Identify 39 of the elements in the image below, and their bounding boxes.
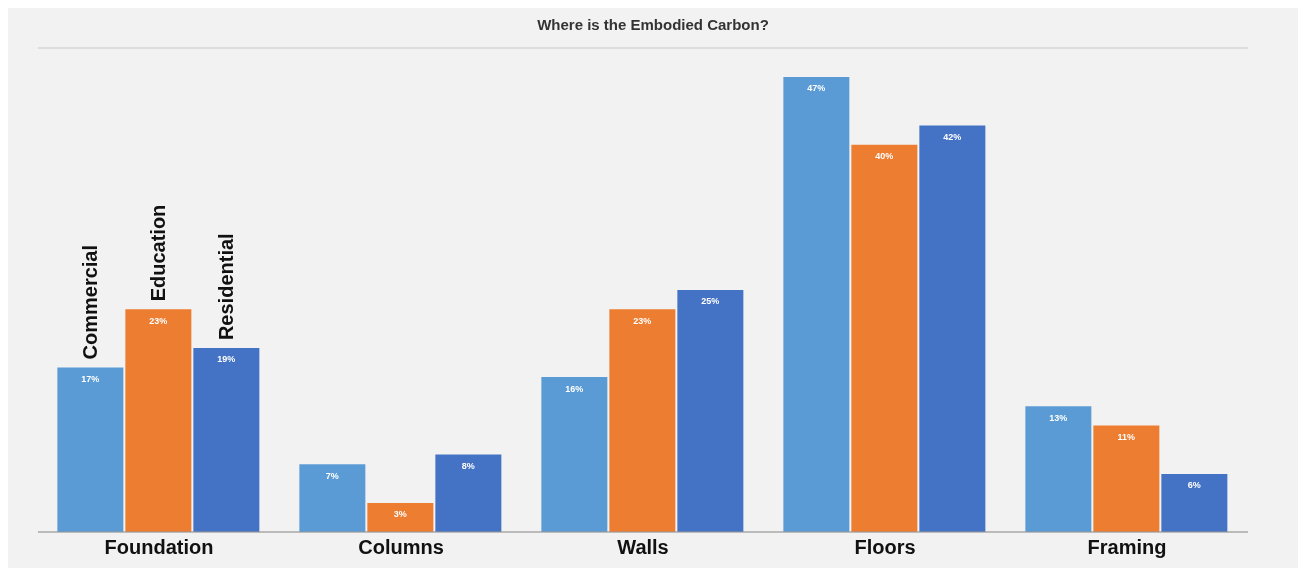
bar <box>1161 473 1228 532</box>
text: Commercial <box>79 244 102 360</box>
x-tick-label: Foundation <box>104 536 214 559</box>
bar <box>783 77 850 532</box>
bar <box>609 309 676 532</box>
bar <box>435 454 502 532</box>
bar <box>541 377 608 532</box>
x-tick-label: Floors <box>854 536 916 559</box>
bar <box>1093 425 1160 532</box>
text: Education <box>147 204 170 302</box>
bar <box>919 125 986 532</box>
bar <box>677 290 744 532</box>
data-label: 6% <box>1187 480 1201 491</box>
data-label: 13% <box>1049 412 1068 423</box>
data-label: 11% <box>1117 431 1136 442</box>
bar <box>851 144 918 532</box>
data-label: 42% <box>943 131 962 142</box>
data-label: 19% <box>217 354 236 365</box>
data-label: 25% <box>701 296 720 307</box>
text: Residential <box>215 233 238 341</box>
bar <box>193 348 260 532</box>
data-label: 17% <box>81 373 100 384</box>
bar <box>299 464 366 532</box>
x-tick-label: Walls <box>617 536 669 559</box>
bar <box>367 502 434 532</box>
data-label: 23% <box>149 315 168 326</box>
x-tick-label: Columns <box>358 536 444 559</box>
data-label: 47% <box>807 83 826 94</box>
data-label: 7% <box>325 470 339 481</box>
data-label: 3% <box>393 509 407 520</box>
bar <box>1025 406 1092 532</box>
chart-title: Where is the Embodied Carbon? <box>536 16 770 33</box>
data-label: 40% <box>875 151 894 162</box>
data-label: 8% <box>461 460 475 471</box>
x-tick-label: Framing <box>1087 536 1167 559</box>
data-label: 16% <box>565 383 584 394</box>
bar <box>57 367 124 532</box>
bar <box>125 309 192 532</box>
data-label: 23% <box>633 315 652 326</box>
